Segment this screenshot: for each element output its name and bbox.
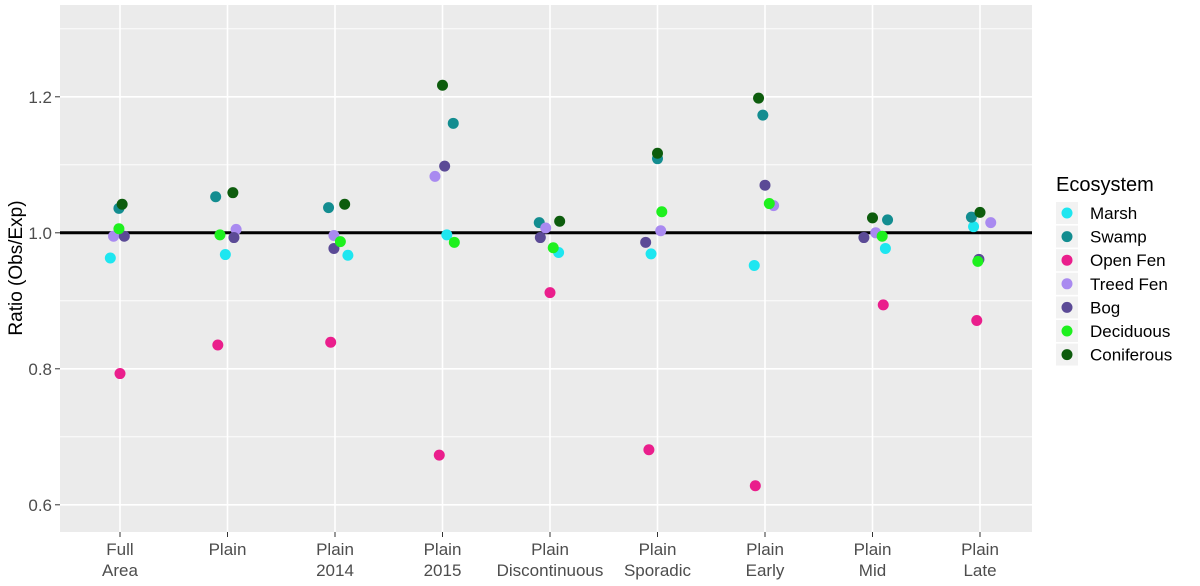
data-points <box>104 79 997 492</box>
point-coniferous <box>753 92 765 104</box>
point-deciduous <box>334 236 346 248</box>
point-coniferous <box>974 206 986 218</box>
point-marsh <box>441 229 453 241</box>
x-tick-label: Early <box>746 561 785 580</box>
x-axis-ticks: Full Area Plain Plain 2014 Plain 2015 Plain Disc… <box>102 532 999 580</box>
point-treed-fen <box>540 222 552 234</box>
x-tick-label: Plain <box>209 540 247 559</box>
legend: Ecosystem Marsh Swamp Open Fen Treed Fen Bog… <box>1056 174 1172 366</box>
point-marsh <box>879 242 891 254</box>
x-tick-label: Full <box>106 540 133 559</box>
y-tick-label: 1.0 <box>28 224 52 243</box>
legend-swatch <box>1061 231 1073 243</box>
legend-label: Bog <box>1090 298 1120 317</box>
legend-swatch <box>1061 207 1073 219</box>
x-tick-label: Sporadic <box>624 561 692 580</box>
y-tick-label: 0.8 <box>28 360 52 379</box>
legend-label: Marsh <box>1090 204 1137 223</box>
point-coniferous <box>554 215 566 227</box>
point-deciduous <box>656 206 668 218</box>
y-axis-title: Ratio (Obs/Exp) <box>6 200 27 335</box>
point-bog <box>858 232 870 244</box>
legend-label: Swamp <box>1090 228 1147 247</box>
x-tick-label: Plain <box>424 540 462 559</box>
y-axis-ticks: 0.6 0.8 1.0 1.2 <box>28 88 60 515</box>
point-deciduous <box>448 236 460 248</box>
x-tick-label: Plain <box>961 540 999 559</box>
point-bog <box>439 160 451 172</box>
point-open-fen <box>433 449 445 461</box>
legend-label: Coniferous <box>1090 346 1172 365</box>
point-bog <box>534 232 546 244</box>
legend-swatch <box>1061 254 1073 266</box>
legend-title: Ecosystem <box>1056 174 1154 196</box>
x-tick-label: Plain <box>316 540 354 559</box>
minor-gridlines <box>60 28 1032 438</box>
legend-label: Deciduous <box>1090 322 1170 341</box>
x-tick-label: 2015 <box>424 561 462 580</box>
point-coniferous <box>652 147 663 159</box>
plot-panel <box>60 5 1032 532</box>
point-marsh <box>968 221 980 233</box>
point-open-fen <box>749 480 761 492</box>
x-tick-label: Plain <box>746 540 784 559</box>
legend-swatch <box>1061 301 1073 313</box>
point-swamp <box>965 211 977 223</box>
point-marsh <box>645 248 657 260</box>
point-deciduous <box>547 242 559 254</box>
point-deciduous <box>876 230 888 242</box>
x-tick-label: Late <box>963 561 996 580</box>
point-swamp <box>882 214 894 226</box>
point-deciduous <box>763 198 775 210</box>
point-bog <box>759 179 771 191</box>
point-deciduous <box>113 223 125 235</box>
point-bog <box>228 232 240 244</box>
legend-swatch <box>1061 278 1073 290</box>
point-coniferous <box>867 212 878 224</box>
point-marsh <box>748 259 760 271</box>
point-treed-fen <box>985 217 997 229</box>
legend-swatch <box>1061 325 1073 337</box>
point-coniferous <box>437 79 448 91</box>
legend-label: Open Fen <box>1090 251 1166 270</box>
point-open-fen <box>971 315 983 327</box>
point-open-fen <box>877 299 889 311</box>
point-marsh <box>104 252 116 264</box>
point-treed-fen <box>429 170 441 182</box>
y-tick-label: 0.6 <box>28 496 52 515</box>
legend-label: Treed Fen <box>1090 275 1168 294</box>
x-tick-label: Discontinuous <box>497 561 604 580</box>
x-tick-label: Area <box>102 561 138 580</box>
x-tick-label: Mid <box>859 561 886 580</box>
point-open-fen <box>212 339 224 351</box>
point-swamp <box>210 191 222 203</box>
point-open-fen <box>114 368 126 380</box>
x-tick-label: Plain <box>854 540 892 559</box>
point-coniferous <box>116 198 128 210</box>
point-deciduous <box>214 229 226 241</box>
x-tick-label: Plain <box>639 540 677 559</box>
point-swamp <box>447 117 459 129</box>
point-open-fen <box>544 287 556 299</box>
point-open-fen <box>325 336 337 348</box>
major-gridlines <box>60 5 1032 532</box>
point-marsh <box>219 249 231 261</box>
point-swamp <box>757 109 769 121</box>
point-open-fen <box>643 444 655 456</box>
point-coniferous <box>227 187 239 199</box>
point-bog <box>640 236 652 248</box>
x-tick-label: Plain <box>531 540 569 559</box>
point-treed-fen <box>655 225 667 237</box>
y-tick-label: 1.2 <box>28 88 52 107</box>
x-tick-label: 2014 <box>316 561 354 580</box>
point-swamp <box>323 202 335 214</box>
point-deciduous <box>972 255 984 267</box>
point-marsh <box>342 249 354 261</box>
legend-swatch <box>1061 349 1073 361</box>
point-coniferous <box>339 198 351 210</box>
